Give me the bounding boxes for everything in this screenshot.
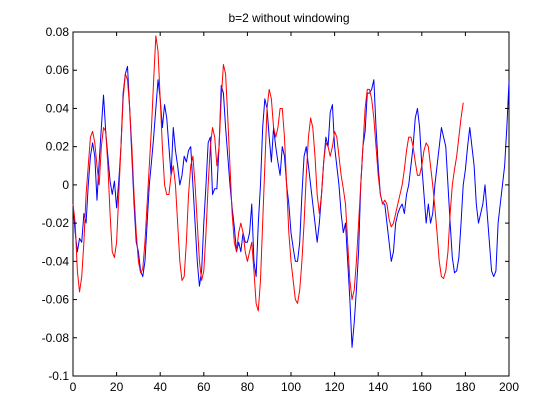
series-line-1 — [72, 65, 510, 348]
x-tick-label: 120 — [325, 380, 345, 394]
axis-ticks — [72, 31, 510, 377]
y-tick-label: -0.06 — [42, 293, 70, 307]
y-tick-label: -0.08 — [42, 331, 70, 345]
y-tick-labels: 0.08 0.06 0.04 0.02 0 -0.02 -0.04 -0.06 -0.08 -0.… — [42, 25, 70, 383]
y-tick-label: 0 — [62, 178, 69, 192]
series-line-2 — [72, 35, 464, 312]
y-tick-label: 0.04 — [46, 101, 70, 115]
x-tick-label: 60 — [197, 380, 211, 394]
x-tick-label: 140 — [368, 380, 388, 394]
x-tick-label: 80 — [241, 380, 255, 394]
x-tick-label: 100 — [281, 380, 301, 394]
x-tick-label: 40 — [154, 380, 168, 394]
series-layer — [72, 35, 510, 348]
x-tick-label: 200 — [499, 380, 519, 394]
y-tick-label: -0.1 — [48, 369, 69, 383]
plot-area — [72, 31, 510, 377]
y-tick-label: -0.04 — [42, 254, 70, 268]
y-tick-label: 0.02 — [46, 140, 70, 154]
y-tick-label: 0.08 — [46, 25, 70, 39]
chart-title: b=2 without windowing — [228, 11, 349, 25]
x-tick-labels: 0 20 40 60 80 100 120 140 160 180 200 — [70, 380, 520, 394]
x-tick-label: 0 — [70, 380, 77, 394]
x-tick-label: 180 — [455, 380, 475, 394]
y-tick-label: 0.06 — [46, 63, 70, 77]
y-tick-label: -0.02 — [42, 216, 70, 230]
x-tick-label: 160 — [412, 380, 432, 394]
x-tick-label: 20 — [110, 380, 124, 394]
